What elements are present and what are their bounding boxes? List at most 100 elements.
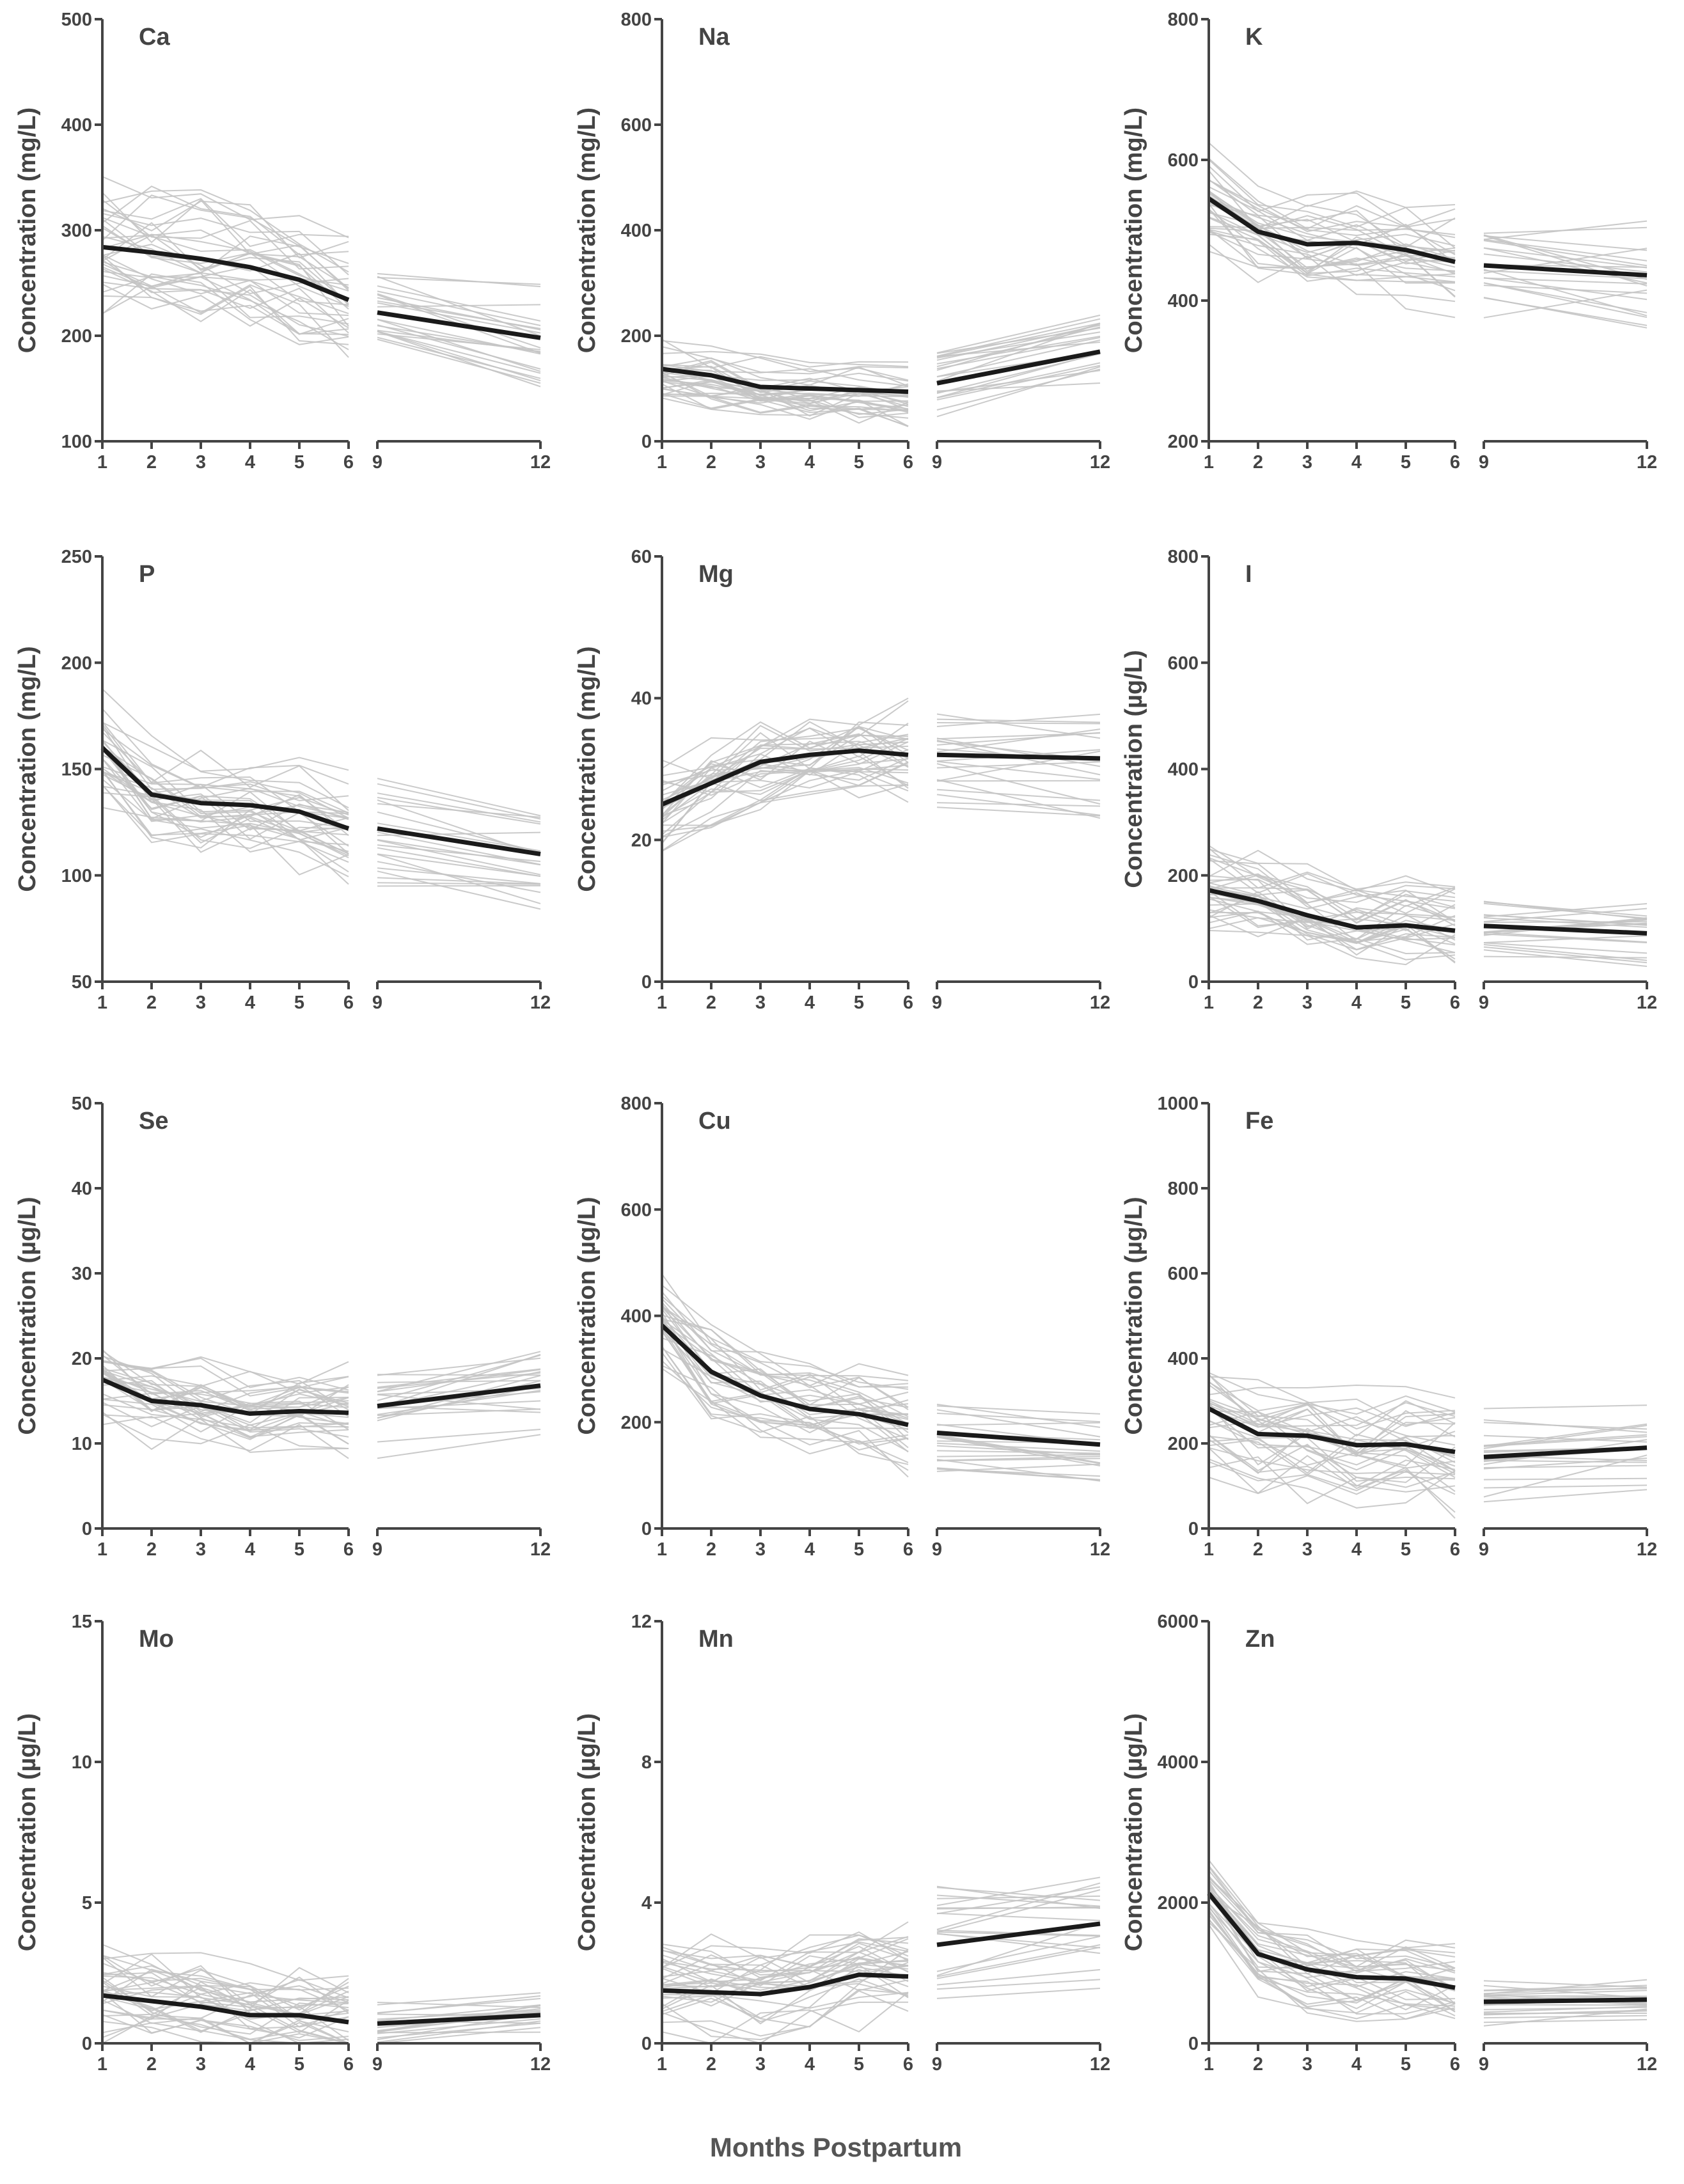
trace-right [936,1988,1101,1999]
y-tick-label: 500 [61,10,92,30]
trace-left [1208,1436,1456,1482]
y-tick-label: 300 [61,221,92,241]
trace-right [1483,1434,1648,1447]
y-tick-label: 0 [1188,1519,1199,1539]
trace-left [661,372,909,414]
trace-right [936,1405,1101,1415]
trace-right [936,728,1101,753]
y-tick-label: 100 [61,866,92,886]
trace-right [1483,285,1648,294]
y-axis-title: Concentration (mg/L) [14,107,41,353]
trace-right [1483,2008,1648,2027]
trace-right [1483,935,1648,943]
trace-left [1208,874,1456,920]
trace-left [1208,1911,1456,2015]
x-tick-label: 3 [755,1539,766,1560]
trace-left [1208,890,1456,950]
trace-left [661,1321,909,1429]
trace-left [661,734,909,817]
y-tick-label: 400 [621,1307,652,1327]
x-tick-label: 9 [1479,993,1489,1013]
x-tick-label: 5 [1401,2054,1411,2075]
y-tick-label: 5 [82,1893,92,1913]
trace-right [1483,1424,1648,1449]
trace-right [936,722,1101,725]
trace-left [1208,857,1456,927]
x-tick-label: 4 [245,452,255,473]
trace-right [377,2031,541,2034]
x-tick-label: 12 [530,452,551,473]
y-axis-title: Concentration (µg/L) [1121,1197,1147,1434]
trace-left [661,1956,909,2007]
trace-right [936,1887,1101,1901]
y-tick-label: 4000 [1157,1752,1199,1773]
trace-left [102,176,349,239]
x-tick-label: 9 [372,452,382,473]
trace-left [661,733,909,793]
trace-right [936,760,1101,780]
x-tick-label: 1 [97,993,107,1013]
trace-left [102,1986,349,2030]
x-tick-label: 9 [932,1539,942,1560]
trace-right [377,803,541,818]
y-tick-label: 200 [1168,866,1199,886]
trace-left [102,1365,349,1431]
trace-left [1208,860,1456,915]
trace-right [1483,946,1648,964]
trace-right [1483,1423,1648,1447]
trace-right [377,318,541,355]
x-tick-label: 9 [1479,2054,1489,2075]
y-axis-title: Concentration (mg/L) [14,646,41,892]
trace-right [377,318,541,372]
x-tick-label: 3 [196,1539,206,1560]
x-tick-label: 9 [932,993,942,1013]
trace-left [661,1988,909,2041]
trace-right [936,806,1101,817]
trace-left [661,380,909,418]
trace-left [1208,848,1456,907]
trace-left [102,1413,349,1449]
trace-left [102,1349,349,1400]
trace-right [936,1412,1101,1423]
trace-left [1208,217,1456,278]
trace-right [936,1876,1101,1906]
x-tick-label: 3 [755,993,766,1013]
x-tick-label: 3 [196,2054,206,2075]
trace-right [936,1946,1101,1979]
trace-left [102,1354,349,1411]
x-tick-label: 5 [1401,452,1411,473]
x-tick-label: 1 [657,993,667,1013]
x-tick-label: 2 [1253,993,1263,1013]
x-tick-label: 12 [1637,2054,1657,2075]
trace-left [661,1301,909,1440]
trace-left [661,1937,909,1972]
x-tick-label: 6 [343,2054,354,2075]
trace-left [661,397,909,427]
panel-title: Se [139,1108,168,1135]
trace-right [936,1933,1101,1949]
y-tick-label: 200 [621,1413,652,1433]
trace-left [661,1291,909,1388]
y-tick-label: 20 [631,830,652,851]
trace-left [102,235,349,274]
trace-right [377,1357,541,1376]
trace-right [936,737,1101,767]
trace-right [936,324,1101,361]
trace-right [936,1435,1101,1465]
y-tick-label: 30 [72,1264,92,1284]
trace-left [1208,1434,1456,1493]
trace-left [661,350,909,368]
trace-left [1208,1919,1456,2020]
trace-left [102,1956,349,2011]
trace-right [936,314,1101,354]
y-tick-label: 2000 [1157,1893,1199,1913]
x-tick-label: 4 [805,1539,815,1560]
y-tick-label: 12 [631,1612,652,1632]
x-tick-label: 6 [1450,993,1460,1013]
trace-right [1483,931,1648,943]
panel-title: Mg [698,561,734,588]
trace-right [377,839,541,876]
